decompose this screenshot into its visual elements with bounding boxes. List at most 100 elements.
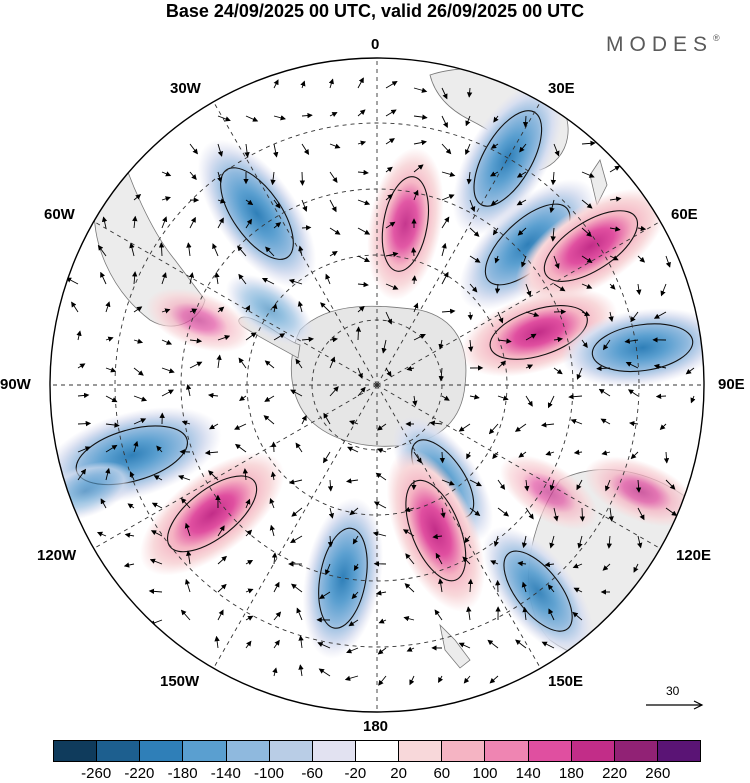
wind-vector: [185, 384, 192, 397]
wind-vector: [609, 196, 622, 202]
wind-vector: [105, 395, 118, 403]
wind-vector: [522, 606, 528, 621]
wind-vector: [290, 389, 303, 397]
wind-vector: [100, 498, 107, 509]
wind-vector: [549, 535, 555, 549]
wind-vector: [132, 271, 138, 285]
wind-vector: [263, 415, 275, 425]
wind-vector: [497, 395, 509, 401]
wind-vector: [180, 609, 191, 621]
wind-vector: [469, 507, 481, 516]
wind-vector: [463, 675, 471, 684]
wind-vector: [105, 444, 118, 453]
colorbar-segment: [614, 741, 658, 761]
wind-vector: [329, 251, 338, 257]
wind-vector: [441, 115, 448, 129]
wind-vector: [217, 335, 231, 341]
streamline-contour: [503, 550, 573, 632]
colorbar-tick-label: -20: [344, 765, 367, 782]
colorbar-segment: [226, 741, 270, 761]
wind-vector: [189, 143, 198, 155]
wind-vector: [636, 283, 642, 296]
wind-vector: [105, 367, 117, 373]
wind-vector: [77, 420, 92, 427]
wind-vector: [518, 451, 527, 458]
wind-vector: [549, 199, 555, 214]
wind-vector: [245, 615, 254, 621]
wind-vector: [301, 143, 310, 155]
wind-vector: [124, 532, 135, 538]
wind-vector: [242, 468, 249, 481]
wind-vector: [490, 560, 499, 566]
wind-vector: [637, 255, 646, 263]
streamline-contour: [166, 475, 258, 553]
wind-vector: [301, 336, 314, 343]
wind-vector: [602, 563, 611, 571]
colorbar-segment: [97, 741, 141, 761]
positive-anomaly: [139, 452, 285, 576]
wind-vector: [297, 300, 303, 313]
wind-vector: [329, 227, 341, 235]
wind-vector: [273, 581, 280, 593]
wind-vector: [186, 242, 192, 257]
wind-vector: [525, 283, 532, 297]
wind-vector: [214, 635, 220, 649]
tasmania: [584, 654, 604, 676]
wind-vector: [178, 475, 191, 481]
wind-vector: [405, 553, 415, 565]
wind-vector: [133, 418, 147, 425]
wind-vector: [601, 450, 611, 456]
wind-vector: [581, 227, 592, 237]
wind-vector: [357, 386, 366, 397]
wind-vector: [493, 535, 499, 547]
latitude-circle: [114, 122, 640, 648]
wind-vector: [624, 338, 639, 344]
colorbar-tick-label: 20: [390, 765, 407, 782]
wind-vector: [133, 367, 144, 376]
wind-vector: [161, 367, 175, 374]
wind-vector: [608, 311, 614, 322]
wind-vector: [490, 199, 499, 206]
wind-vector: [469, 227, 480, 237]
wind-vector: [295, 442, 303, 453]
wind-vector: [570, 419, 583, 425]
wind-vector: [441, 87, 448, 100]
streamline-contour: [543, 210, 639, 282]
wind-vector: [245, 559, 254, 565]
wind-vector: [598, 388, 611, 397]
wind-vector: [441, 395, 450, 401]
wind-vector: [581, 283, 593, 289]
wind-vector: [273, 222, 282, 229]
wind-vector: [413, 114, 428, 120]
lon-label-30w: 30W: [170, 80, 201, 97]
wind-vector: [406, 365, 415, 372]
wind-vector: [494, 283, 501, 294]
wind-vector: [127, 503, 135, 509]
wind-vector: [153, 475, 163, 481]
wind-vector: [301, 225, 312, 231]
wind-vector: [609, 283, 616, 290]
wind-vector: [497, 479, 506, 490]
wind-vector: [665, 507, 678, 517]
colorbar-segment: [399, 741, 443, 761]
wind-vector: [573, 587, 583, 593]
streamline-contour: [318, 527, 368, 629]
wind-vector: [497, 311, 504, 324]
wind-vector: [469, 255, 481, 263]
wind-vector: [299, 171, 306, 186]
wind-vector: [516, 199, 527, 206]
wind-vector: [490, 171, 499, 177]
wind-vector: [217, 198, 226, 204]
wind-vector: [541, 422, 555, 428]
wind-vector: [609, 255, 619, 261]
wind-vector: [385, 251, 399, 258]
wind-vector: [300, 80, 306, 89]
wind-vector: [600, 418, 611, 425]
wind-vector: [464, 143, 471, 156]
wind-vector: [301, 112, 313, 119]
wind-vector: [100, 271, 107, 285]
wind-vector: [357, 227, 371, 235]
wind-vector: [161, 308, 171, 314]
colorbar-segment: [269, 741, 313, 761]
wind-vector: [385, 311, 392, 325]
